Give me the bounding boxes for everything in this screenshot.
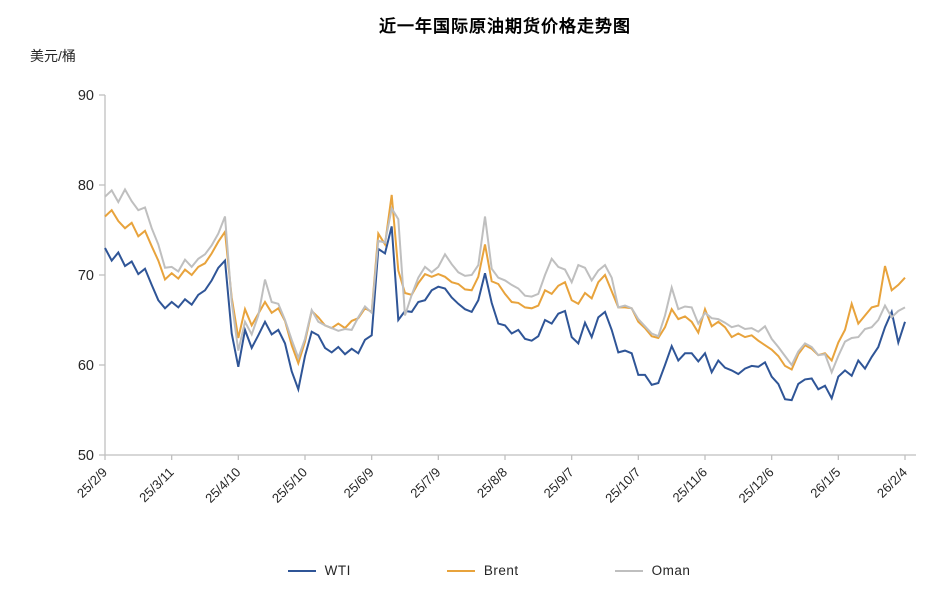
x-tick-label: 25/10/7 xyxy=(602,465,643,506)
x-tick-label: 25/8/8 xyxy=(474,465,510,501)
x-tick-label: 25/9/7 xyxy=(541,465,577,501)
x-tick-label: 25/12/6 xyxy=(736,465,777,506)
legend-swatch-brent xyxy=(446,569,475,572)
legend-item-oman: Oman xyxy=(614,563,691,578)
legend: WTI Brent Oman xyxy=(20,563,938,578)
oman-line xyxy=(104,187,906,375)
legend-swatch-wti xyxy=(287,569,316,572)
y-tick-label: 80 xyxy=(78,178,94,194)
legend-item-brent: Brent xyxy=(446,563,519,578)
x-tick-label: 26/1/5 xyxy=(807,465,843,501)
y-tick-label: 70 xyxy=(78,268,94,284)
x-tick-label: 25/5/10 xyxy=(269,465,310,506)
legend-swatch-oman xyxy=(614,569,643,572)
legend-item-wti: WTI xyxy=(287,563,351,578)
y-tick-label: 60 xyxy=(78,358,94,374)
brent-line xyxy=(104,194,906,371)
x-tick-label: 25/6/9 xyxy=(341,465,377,501)
chart-title: 近一年国际原油期货价格走势图 xyxy=(379,17,631,36)
legend-label-oman: Oman xyxy=(651,563,691,578)
x-tick-label: 25/3/11 xyxy=(136,465,177,506)
y-tick-label: 50 xyxy=(78,448,94,464)
wti-line xyxy=(104,226,906,402)
x-tick-label: 25/2/9 xyxy=(74,465,110,501)
x-tick-label: 25/4/10 xyxy=(202,465,243,506)
legend-label-wti: WTI xyxy=(324,563,351,578)
y-axis-unit-label: 美元/桶 xyxy=(30,48,76,64)
legend-label-brent: Brent xyxy=(483,563,519,578)
x-tick-label: 25/11/6 xyxy=(670,465,711,506)
x-tick-label: 25/7/9 xyxy=(407,465,443,501)
y-tick-label: 90 xyxy=(78,88,94,104)
x-tick-label: 26/2/4 xyxy=(874,465,910,501)
